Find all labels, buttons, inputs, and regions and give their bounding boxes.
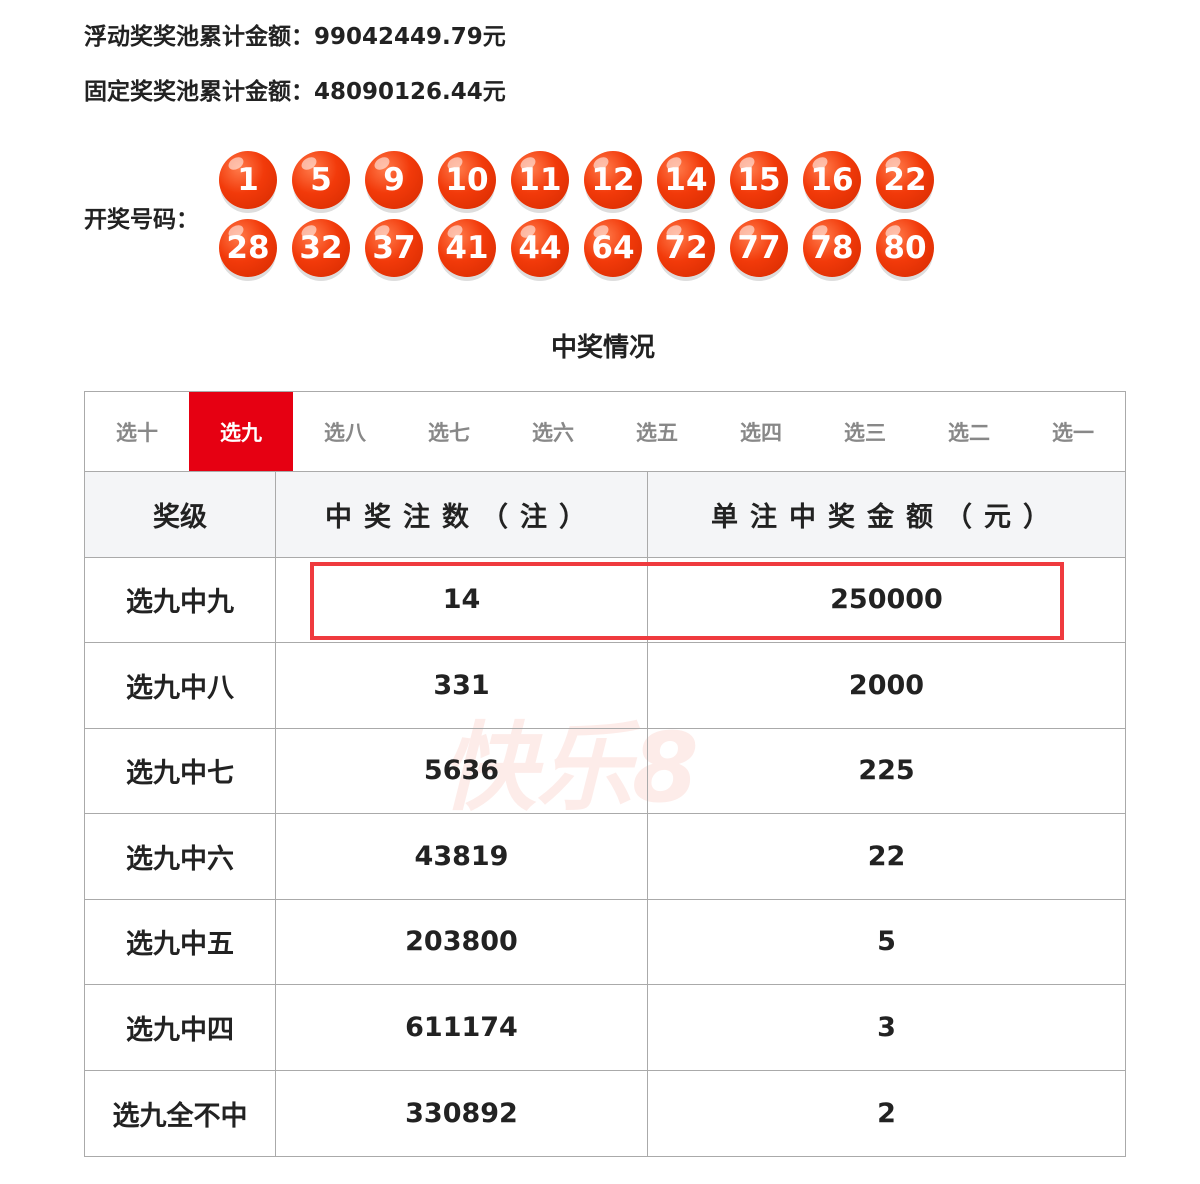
tab-1[interactable]: 选十: [116, 420, 158, 445]
ball-number: 14: [664, 162, 708, 198]
winner-count: 203800: [276, 899, 648, 984]
number-ball: 11: [511, 151, 569, 209]
ball-number: 16: [810, 162, 854, 198]
winner-count: 14: [276, 557, 648, 642]
table-row: 选九中六 43819 22: [85, 814, 1125, 900]
prize-level: 选九中九: [85, 557, 276, 642]
prize-amount: 250000: [830, 584, 943, 616]
prize-amount: 5: [877, 926, 896, 958]
prize-amount: 2000: [848, 669, 925, 701]
number-ball: 64: [584, 219, 642, 277]
winner-count: 5636: [276, 728, 648, 813]
fixed-pool-amount: 固定奖奖池累计金额：48090126.44元: [84, 79, 506, 105]
number-ball: 22: [876, 151, 934, 209]
table-row: 选九中九 14 250000: [85, 557, 1125, 643]
prize-level: 选九中四: [85, 985, 276, 1070]
number-ball: 9: [365, 151, 423, 209]
ball-number: 78: [810, 230, 854, 266]
play-type-tabs: 选十 选九 选八 选七 选六 选五 选四 选三 选二 选一: [85, 392, 1125, 472]
tab-8[interactable]: 选三: [844, 420, 886, 445]
tab-4[interactable]: 选七: [428, 420, 470, 445]
prize-level: 选九中六: [85, 814, 276, 899]
ball-number: 11: [518, 162, 562, 198]
header-amount: 单注中奖金额（元）: [711, 501, 1062, 533]
ball-number: 9: [383, 162, 405, 198]
ball-number: 15: [737, 162, 781, 198]
winner-count: 331: [276, 643, 648, 728]
table-row: 选九全不中 330892 2: [85, 1070, 1125, 1156]
number-ball: 10: [438, 151, 496, 209]
ball-number: 41: [445, 230, 489, 266]
prize-amount: 225: [858, 755, 915, 787]
ball-number: 22: [883, 162, 927, 198]
number-ball: 14: [657, 151, 715, 209]
number-ball: 28: [219, 219, 277, 277]
table-row: 选九中八 331 2000: [85, 643, 1125, 729]
header-count: 中奖注数（注）: [276, 472, 648, 557]
ball-number: 5: [310, 162, 332, 198]
ball-number: 80: [883, 230, 927, 266]
table-row: 选九中四 611174 3: [85, 985, 1125, 1071]
prize-level: 选九全不中: [85, 1070, 276, 1156]
number-ball: 5: [292, 151, 350, 209]
number-ball: 1: [219, 151, 277, 209]
number-ball: 78: [803, 219, 861, 277]
winner-count: 330892: [276, 1070, 648, 1156]
tab-10[interactable]: 选一: [1052, 420, 1094, 445]
prize-level: 选九中七: [85, 728, 276, 813]
section-title: 中奖情况: [550, 333, 655, 363]
winner-count: 43819: [276, 814, 648, 899]
ball-number: 64: [591, 230, 635, 266]
number-ball: 37: [365, 219, 423, 277]
tab-6[interactable]: 选五: [636, 420, 678, 445]
ball-number: 44: [518, 230, 562, 266]
number-ball: 44: [511, 219, 569, 277]
number-ball: 32: [292, 219, 350, 277]
tab-5[interactable]: 选六: [532, 420, 574, 445]
number-ball: 41: [438, 219, 496, 277]
number-ball: 15: [730, 151, 788, 209]
ball-number: 77: [737, 230, 781, 266]
draw-numbers-label: 开奖号码：: [84, 207, 199, 233]
prize-amount: 2: [877, 1097, 896, 1129]
table-row: 选九中七 5636 225: [85, 728, 1125, 814]
ball-number: 32: [299, 230, 343, 266]
prize-amount: 3: [877, 1011, 896, 1043]
ball-number: 1: [237, 162, 259, 198]
tab-2[interactable]: 选九: [189, 392, 293, 471]
number-ball: 77: [730, 219, 788, 277]
ball-number: 12: [591, 162, 635, 198]
prize-level: 选九中五: [85, 899, 276, 984]
number-ball: 12: [584, 151, 642, 209]
prize-amount: 22: [867, 840, 906, 872]
ball-number: 28: [226, 230, 270, 266]
winner-count: 611174: [276, 985, 648, 1070]
number-ball: 16: [803, 151, 861, 209]
ball-number: 10: [445, 162, 489, 198]
tab-9[interactable]: 选二: [948, 420, 990, 445]
ball-number: 72: [664, 230, 708, 266]
draw-numbers: 1 5 9 10 11 12 14 15 16 22 28 32 37 41 44 64 72 77 78 80: [219, 151, 949, 277]
number-ball: 72: [657, 219, 715, 277]
tab-7[interactable]: 选四: [740, 420, 782, 445]
floating-pool-amount: 浮动奖奖池累计金额：99042449.79元: [84, 24, 506, 50]
header-level: 奖级: [85, 472, 276, 557]
number-ball: 80: [876, 219, 934, 277]
ball-number: 37: [372, 230, 416, 266]
prize-table: 选十 选九 选八 选七 选六 选五 选四 选三 选二 选一 奖级 中奖注数（注） 单注中奖金额（元…: [84, 391, 1126, 1157]
prize-level: 选九中八: [85, 643, 276, 728]
table-row: 选九中五 203800 5: [85, 899, 1125, 985]
tab-3[interactable]: 选八: [324, 420, 366, 445]
table-header: 奖级 中奖注数（注） 单注中奖金额（元）: [85, 472, 1125, 558]
